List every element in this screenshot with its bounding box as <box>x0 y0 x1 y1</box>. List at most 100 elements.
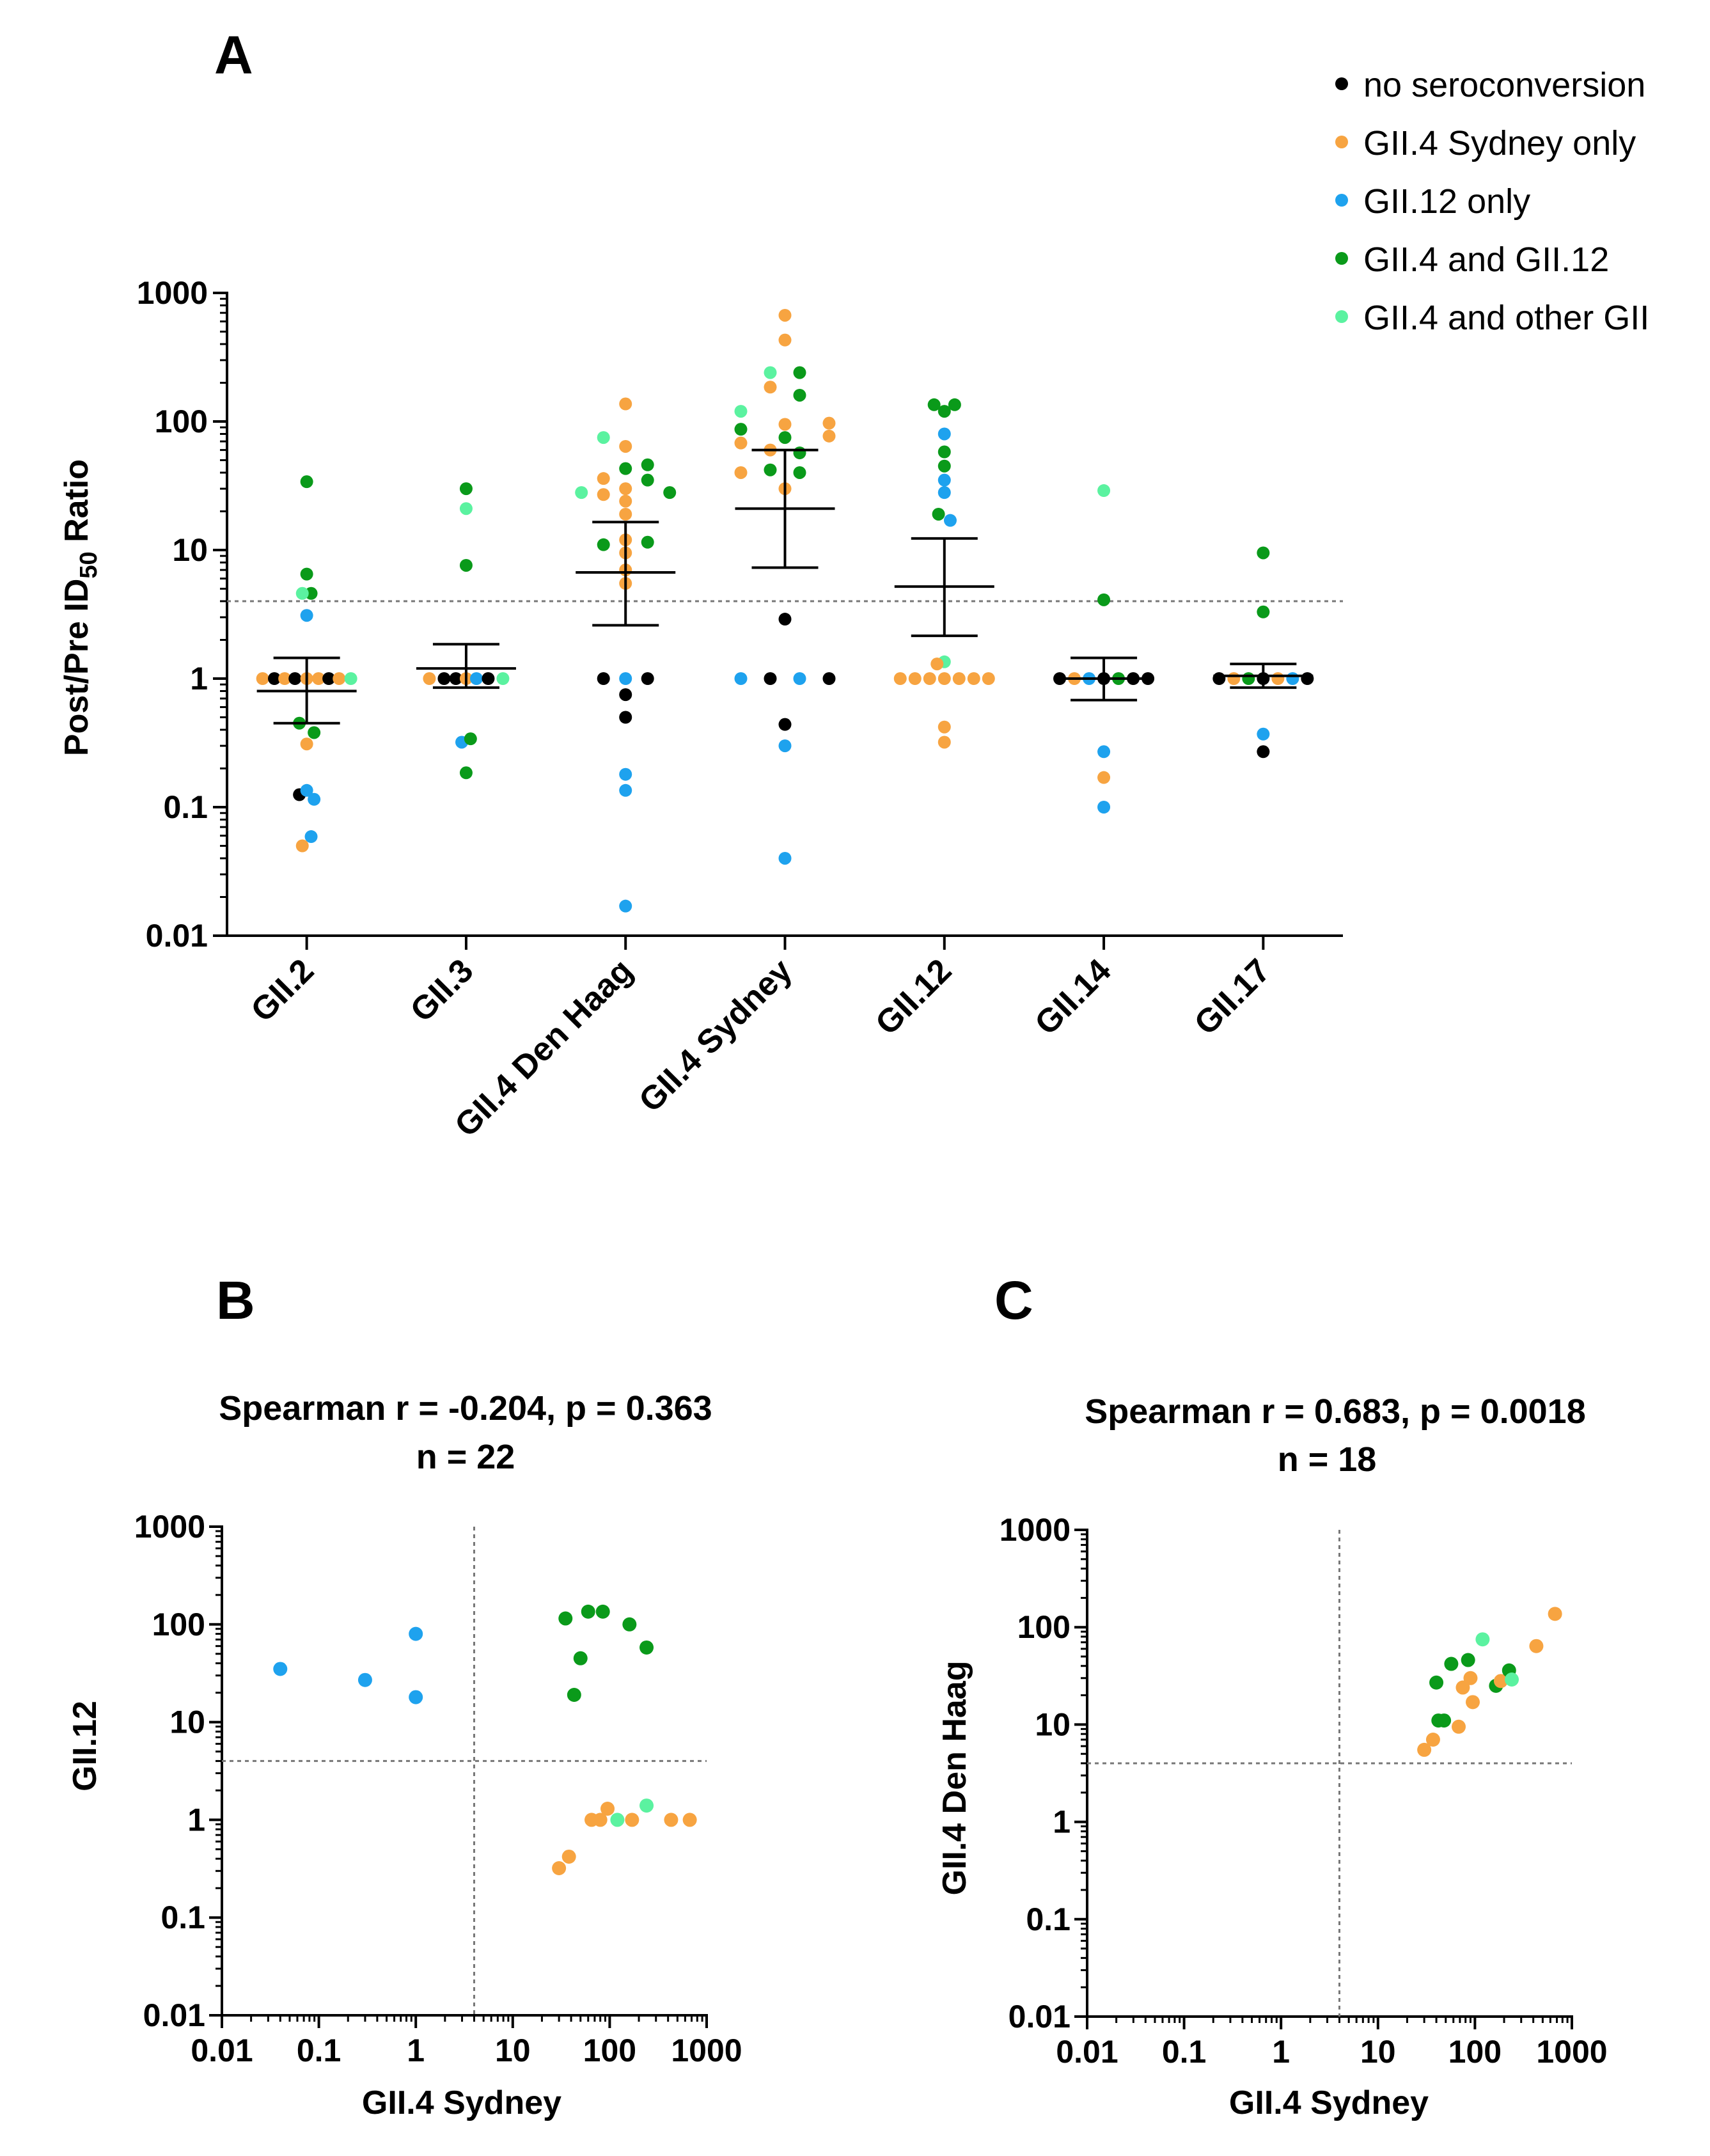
panel-a-point-gii4_sydney_only <box>923 672 936 685</box>
panel-a-point-gii4_sydney_only <box>619 397 632 411</box>
panel-b-y-tick-label: 1 <box>187 1802 205 1837</box>
legend-label-gii4_and_other: GII.4 and other GII <box>1363 299 1649 337</box>
panel-a-point-gii4_and_other <box>597 431 610 445</box>
legend-marker-no_seroconversion <box>1335 77 1348 90</box>
panel-c-point-gii4_and_gii12 <box>1444 1656 1459 1671</box>
panel-c-point-gii4_and_gii12 <box>1429 1675 1444 1690</box>
panel-a-y-tick-label: 1000 <box>137 275 208 311</box>
panel-a-point-gii4_and_gii12 <box>619 462 632 475</box>
panel-c-point-gii4_sydney_only <box>1466 1695 1480 1710</box>
panel-a-y-axis-label: Post/Pre ID50 Ratio <box>58 459 102 756</box>
panel-a-point-gii12_only <box>937 486 951 500</box>
panel-b-point-gii4_sydney_only <box>682 1813 697 1827</box>
panel-c-point-gii4_sydney_only <box>1452 1719 1466 1734</box>
panel-c-marks <box>1417 1607 1562 1757</box>
panel-b-point-gii4_and_other <box>639 1798 654 1813</box>
panel-a-point-gii12_only <box>619 767 632 781</box>
panel-a-point-gii4_and_other <box>1097 484 1111 498</box>
panel-a-point-no_seroconversion <box>1212 672 1226 685</box>
panel-a-point-gii4_and_gii12 <box>793 446 806 460</box>
panel-b-point-gii4_and_gii12 <box>581 1604 595 1619</box>
panel-a-point-gii4_and_gii12 <box>764 463 777 476</box>
panel-b-y-axis-label: GII.12 <box>67 1701 104 1791</box>
panel-a-point-no_seroconversion <box>482 672 495 685</box>
panel-a-point-gii12_only <box>793 672 806 685</box>
panel-a-category-label: GII.2 <box>244 952 321 1029</box>
panel-c-y-tick-label: 1000 <box>1000 1512 1071 1548</box>
panel-c-x-tick-label: 0.01 <box>1056 2034 1118 2070</box>
panel-c-point-gii4_and_gii12 <box>1461 1653 1475 1667</box>
legend-label-gii4_and_gii12: GII.4 and GII.12 <box>1363 240 1609 279</box>
panel-a-point-gii4_and_gii12 <box>641 473 654 487</box>
panel-c-point-gii4_sydney_only <box>1548 1607 1562 1621</box>
legend-label-gii4_sydney_only: GII.4 Sydney only <box>1363 124 1636 162</box>
panel-a-category-label: GII.14 <box>1028 952 1118 1042</box>
panel-a-point-no_seroconversion <box>268 672 281 685</box>
panel-a-point-gii4_and_gii12 <box>300 567 313 581</box>
panel-b-point-gii4_sydney_only <box>552 1861 567 1876</box>
panel-a-point-gii12_only <box>619 672 632 685</box>
panel-a-point-gii12_only <box>619 783 632 797</box>
panel-a-point-no_seroconversion <box>822 672 836 685</box>
panel-a-point-gii12_only <box>300 609 313 622</box>
panel-a-point-gii4_and_gii12 <box>300 475 313 489</box>
panel-b-point-gii4_and_gii12 <box>558 1611 573 1626</box>
panel-a-point-gii4_sydney_only <box>734 466 748 479</box>
panel-b-point-gii4_and_gii12 <box>595 1604 610 1619</box>
panel-a-point-gii4_and_other <box>764 366 777 379</box>
panel-c-y-axis-label: GII.4 Den Haag <box>936 1661 973 1896</box>
panel-c-point-gii4_and_gii12 <box>1437 1713 1452 1728</box>
panel-b-y-tick-label: 0.01 <box>143 1997 205 2033</box>
panel-a-point-gii4_and_gii12 <box>937 459 951 473</box>
panel-a-point-gii12_only <box>304 830 318 844</box>
panel-a-y-tick-label: 10 <box>172 532 208 568</box>
panel-b-x-tick-label: 0.1 <box>297 2033 341 2068</box>
panel-a-point-gii4_sydney_only <box>764 381 777 394</box>
panel-b-y-tick-label: 1000 <box>134 1509 205 1545</box>
panel-a-point-gii4_sydney_only <box>295 839 309 853</box>
panel-a-point-gii4_sydney_only <box>822 416 836 430</box>
panel-a-point-gii4_sydney_only <box>937 672 951 685</box>
panel-a-point-gii4_and_gii12 <box>459 766 473 780</box>
legend-label-gii12_only: GII.12 only <box>1363 182 1530 221</box>
panel-c-y-tick-label: 10 <box>1035 1706 1071 1742</box>
panel-a-point-gii4_sydney_only <box>423 672 436 685</box>
panel-c-x-tick-label: 100 <box>1448 2034 1502 2070</box>
panel-a-point-gii4_and_gii12 <box>793 466 806 479</box>
panel-a-point-gii4_and_gii12 <box>464 732 477 746</box>
panel-a-point-gii12_only <box>937 427 951 441</box>
panel-a-point-gii4_and_gii12 <box>937 445 951 459</box>
panel-b-scatter: Spearman r = -0.204, p = 0.363 n = 22 0.… <box>67 1389 742 2121</box>
panel-a-point-gii4_sydney_only <box>778 308 792 322</box>
panel-a-point-gii4_and_gii12 <box>793 366 806 379</box>
panel-b-point-gii4_and_gii12 <box>622 1617 637 1632</box>
panel-a-point-gii4_sydney_only <box>1271 672 1285 685</box>
panel-b-title-line2: n = 22 <box>416 1438 515 1476</box>
panel-a-point-gii4_sydney_only <box>930 657 944 671</box>
panel-a-point-gii12_only <box>308 792 321 806</box>
panel-a-y-tick-label: 1 <box>190 661 208 696</box>
panel-a-point-gii4_and_gii12 <box>937 405 951 418</box>
panel-a-point-gii4_sydney_only <box>333 672 346 685</box>
panel-a-point-gii12_only <box>943 514 957 527</box>
panel-a-point-gii12_only <box>470 672 483 685</box>
panel-a-point-gii4_sydney_only <box>982 672 995 685</box>
panel-b-y-tick-label: 100 <box>152 1607 205 1642</box>
panel-a-point-gii12_only <box>734 672 748 685</box>
panel-b-title-line1: Spearman r = -0.204, p = 0.363 <box>219 1389 712 1428</box>
panel-b-point-gii12_only <box>273 1662 288 1676</box>
panel-a-point-gii12_only <box>1097 745 1111 759</box>
panel-a-category-label: GII.17 <box>1188 952 1278 1042</box>
panel-a-point-gii4_sydney_only <box>893 672 907 685</box>
panel-a-point-gii12_only <box>619 899 632 913</box>
legend-marker-gii4_sydney_only <box>1335 136 1348 148</box>
panel-b-point-gii4_and_other <box>610 1813 625 1827</box>
panel-a-point-gii4_sydney_only <box>778 333 792 347</box>
panel-c-y-tick-label: 0.1 <box>1026 1901 1071 1937</box>
panel-a-point-gii4_sydney_only <box>908 672 922 685</box>
panel-a-point-gii4_and_gii12 <box>778 431 792 445</box>
panel-a-point-gii4_sydney_only <box>619 494 632 508</box>
panel-a-point-gii12_only <box>778 851 792 865</box>
